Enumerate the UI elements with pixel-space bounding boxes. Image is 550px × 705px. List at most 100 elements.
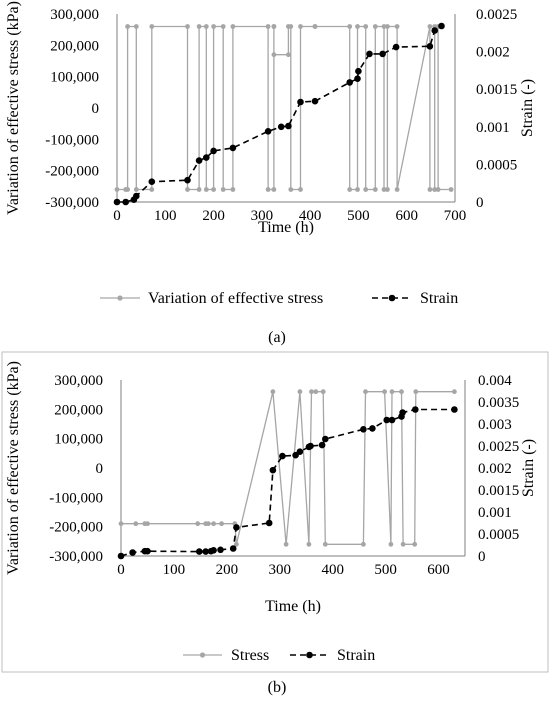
strain-data-point bbox=[307, 442, 314, 450]
legend-label-stress: Stress bbox=[231, 647, 269, 664]
stress-data-point bbox=[363, 187, 369, 192]
stress-data-point bbox=[427, 187, 433, 192]
stress-data-point bbox=[196, 187, 202, 192]
strain-data-point bbox=[195, 157, 203, 164]
stress-data-point bbox=[220, 187, 226, 192]
strain-data-point bbox=[133, 192, 140, 200]
panel-label: (a) bbox=[268, 329, 286, 346]
y-right-tick-label: 0.0035 bbox=[478, 395, 519, 411]
stress-data-point bbox=[363, 24, 369, 29]
stress-data-point bbox=[133, 187, 139, 192]
x-tick-label: 0 bbox=[117, 562, 125, 578]
stress-data-point bbox=[271, 52, 277, 58]
stress-data-point bbox=[412, 541, 418, 547]
stress-data-point bbox=[381, 187, 387, 192]
x-tick-label: 200 bbox=[202, 208, 225, 224]
stress-data-point bbox=[230, 187, 236, 192]
y-left-tick-label: -300,000 bbox=[45, 195, 99, 211]
stress-data-point bbox=[211, 521, 217, 527]
stress-data-point bbox=[149, 187, 155, 192]
y-right-tick-label: 0 bbox=[476, 195, 484, 211]
y-left-tick-label: 300,000 bbox=[50, 7, 99, 23]
stress-data-point bbox=[432, 187, 438, 192]
stress-data-point bbox=[133, 521, 139, 527]
stress-data-point bbox=[388, 541, 394, 547]
y-right-tick-label: 0.002 bbox=[478, 461, 512, 477]
panel-b-frame bbox=[1, 351, 549, 673]
strain-data-point bbox=[355, 67, 362, 75]
legend-label-strain: Strain bbox=[337, 647, 375, 664]
stress-data-point bbox=[271, 187, 277, 192]
stress-data-point bbox=[312, 24, 318, 29]
strain-data-point bbox=[354, 75, 361, 82]
strain-data-point bbox=[210, 147, 217, 155]
strain-series-line bbox=[120, 408, 455, 557]
y-right-tick-label: 0.0005 bbox=[476, 157, 517, 173]
stress-data-point bbox=[394, 24, 400, 29]
x-tick-label: 300 bbox=[269, 562, 292, 578]
stress-data-point bbox=[298, 187, 303, 192]
stress-data-point bbox=[309, 389, 314, 395]
stress-data-point bbox=[219, 521, 225, 527]
y-left-tick-label: -200,000 bbox=[49, 520, 103, 536]
stress-data-point bbox=[125, 187, 130, 192]
strain-data-point bbox=[184, 176, 191, 184]
x-tick-label: 600 bbox=[395, 208, 418, 224]
stress-data-point bbox=[306, 541, 312, 547]
stress-data-point bbox=[452, 389, 457, 395]
strain-data-point bbox=[202, 548, 209, 555]
strain-data-point bbox=[122, 198, 129, 206]
legend-marker-strain bbox=[306, 651, 313, 659]
stress-data-point bbox=[427, 24, 433, 29]
y-right-tick-label: 0.0005 bbox=[478, 527, 519, 543]
stress-data-point bbox=[288, 187, 294, 192]
stress-data-point bbox=[234, 541, 239, 547]
chart-panel-b: 0 100 200 300 400 500 600 300,000 200,000 100,000… bbox=[5, 361, 537, 696]
x-tick-label: 400 bbox=[299, 208, 322, 224]
stress-data-point bbox=[297, 389, 303, 395]
stress-data-point bbox=[347, 187, 353, 192]
y-left-tick-label: -200,000 bbox=[45, 164, 99, 180]
strain-data-point bbox=[196, 548, 203, 555]
y-right-tick-label: 0.001 bbox=[478, 505, 512, 521]
y-right-axis-title: Strain (-) bbox=[519, 79, 536, 137]
stress-data-point bbox=[347, 24, 353, 29]
strain-data-point bbox=[311, 97, 319, 105]
x-tick-label: 100 bbox=[163, 562, 186, 578]
stress-data-point bbox=[355, 24, 360, 29]
strain-data-point bbox=[379, 50, 386, 58]
x-tick-label: 500 bbox=[374, 562, 397, 578]
stress-data-point bbox=[271, 24, 277, 29]
stress-data-point bbox=[381, 24, 387, 29]
legend-label-strain: Strain bbox=[420, 290, 458, 307]
strain-data-point bbox=[203, 154, 210, 161]
strain-data-point bbox=[318, 441, 326, 449]
stress-data-point bbox=[355, 187, 360, 192]
stress-data-point bbox=[220, 24, 226, 29]
stress-data-point bbox=[435, 187, 441, 192]
x-tick-label: 700 bbox=[444, 208, 467, 224]
y-left-axis-title: Variation of effective stress (kPa) bbox=[5, 361, 22, 575]
stress-data-point bbox=[203, 24, 209, 29]
stress-data-point bbox=[283, 541, 289, 547]
stress-data-point bbox=[361, 541, 366, 547]
strain-data-point bbox=[438, 22, 445, 30]
strain-data-point bbox=[388, 416, 396, 424]
panel-label: (b) bbox=[268, 679, 287, 696]
y-right-tick-label: 0.001 bbox=[476, 120, 510, 136]
x-axis-title: Time (h) bbox=[265, 598, 321, 615]
strain-data-point bbox=[113, 198, 121, 206]
x-tick-label: 0 bbox=[113, 208, 121, 224]
stress-data-point bbox=[125, 24, 130, 29]
stress-data-point bbox=[211, 24, 217, 29]
stress-data-point bbox=[265, 24, 271, 29]
stress-data-point bbox=[382, 389, 387, 395]
stress-data-point bbox=[114, 187, 120, 192]
y-right-tick-label: 0.0015 bbox=[478, 483, 519, 499]
strain-data-point bbox=[399, 409, 406, 416]
stress-data-point bbox=[195, 521, 201, 527]
strain-data-point bbox=[217, 546, 224, 554]
strain-data-point bbox=[264, 128, 272, 135]
x-tick-label: 100 bbox=[154, 208, 177, 224]
stress-data-point bbox=[389, 389, 395, 395]
